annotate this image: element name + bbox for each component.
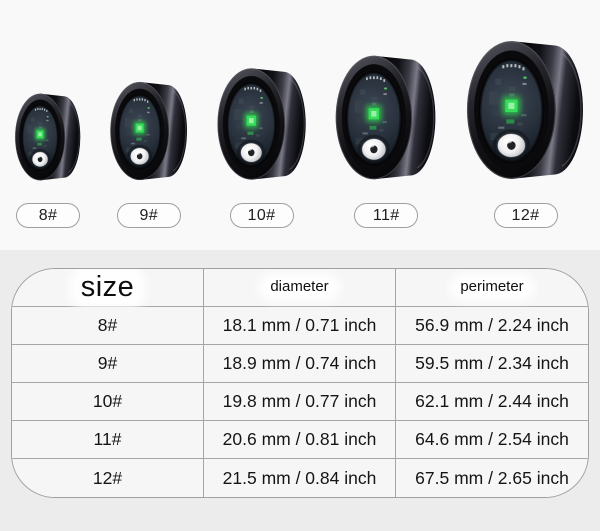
smart-ring-image-8 bbox=[14, 91, 82, 183]
smart-ring-image-11 bbox=[334, 52, 438, 183]
ring-item-9: 9# bbox=[109, 79, 189, 228]
smart-ring-image-9 bbox=[109, 79, 189, 183]
table-row-12-diameter: 21.5 mm / 0.84 inch bbox=[204, 459, 396, 497]
smart-ring-image-10 bbox=[216, 65, 308, 183]
smart-ring-image-12 bbox=[465, 37, 586, 183]
size-badge-11: 11# bbox=[354, 203, 419, 228]
size-badge-label: 10# bbox=[247, 206, 276, 224]
table-row-10-perimeter: 62.1 mm / 2.44 inch bbox=[396, 383, 588, 421]
rings-showcase: 8# 9# 10# 11# 12# bbox=[0, 0, 600, 250]
table-row-9-perimeter: 59.5 mm / 2.34 inch bbox=[396, 345, 588, 383]
size-badge-9: 9# bbox=[116, 203, 181, 228]
size-badge-label: 11# bbox=[372, 206, 400, 224]
table-row-8-size: 8# bbox=[12, 307, 204, 345]
size-badge-8: 8# bbox=[16, 203, 80, 228]
table-header-perimeter: perimeter bbox=[396, 269, 588, 307]
size-table: size diameter perimeter 8# 18.1 mm / 0.7… bbox=[11, 268, 589, 498]
ring-item-10: 10# bbox=[216, 65, 308, 228]
table-row-10-diameter: 19.8 mm / 0.77 inch bbox=[204, 383, 396, 421]
ring-item-8: 8# bbox=[14, 91, 82, 228]
table-row-11-diameter: 20.6 mm / 0.81 inch bbox=[204, 421, 396, 459]
ring-item-12: 12# bbox=[465, 37, 586, 228]
table-row-9-diameter: 18.9 mm / 0.74 inch bbox=[204, 345, 396, 383]
size-badge-label: 8# bbox=[38, 206, 58, 224]
table-row-12-size: 12# bbox=[12, 459, 204, 497]
table-row-9-size: 9# bbox=[12, 345, 204, 383]
table-header-size: size bbox=[12, 269, 204, 307]
table-row-11-size: 11# bbox=[12, 421, 204, 459]
table-row-12-perimeter: 67.5 mm / 2.65 inch bbox=[396, 459, 588, 497]
table-header-diameter: diameter bbox=[204, 269, 396, 307]
table-section: size diameter perimeter 8# 18.1 mm / 0.7… bbox=[0, 250, 600, 531]
table-row-11-perimeter: 64.6 mm / 2.54 inch bbox=[396, 421, 588, 459]
table-row-8-perimeter: 56.9 mm / 2.24 inch bbox=[396, 307, 588, 345]
header-size-label: size bbox=[74, 271, 141, 304]
header-perimeter-label: perimeter bbox=[454, 279, 530, 296]
size-badge-10: 10# bbox=[229, 203, 294, 228]
size-badge-12: 12# bbox=[493, 203, 558, 228]
table-row-8-diameter: 18.1 mm / 0.71 inch bbox=[204, 307, 396, 345]
ring-item-11: 11# bbox=[334, 52, 438, 228]
header-diameter-label: diameter bbox=[264, 279, 335, 296]
table-row-10-size: 10# bbox=[12, 383, 204, 421]
size-badge-label: 9# bbox=[139, 206, 159, 224]
size-badge-label: 12# bbox=[511, 206, 540, 224]
